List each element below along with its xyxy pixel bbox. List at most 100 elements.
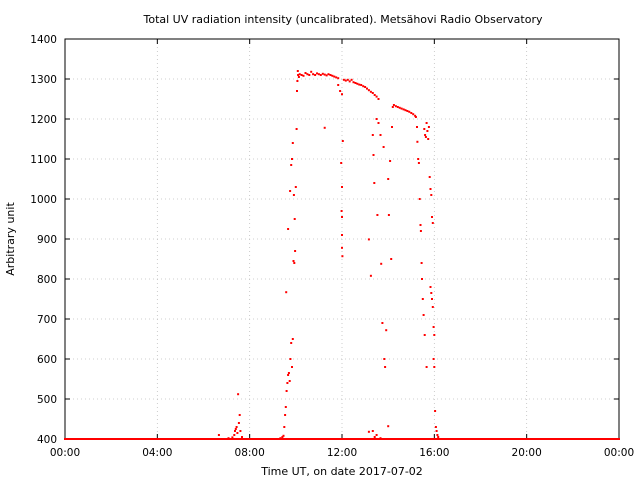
data-point	[236, 432, 239, 434]
data-point	[346, 78, 349, 81]
x-tick-label: 20:00	[512, 447, 542, 459]
data-point	[325, 74, 328, 77]
data-point	[341, 140, 344, 142]
data-point	[286, 382, 289, 384]
data-point	[231, 436, 234, 439]
data-point	[419, 224, 422, 226]
data-point	[344, 79, 347, 82]
data-point	[375, 434, 378, 436]
data-point	[335, 76, 338, 79]
data-point	[389, 160, 392, 162]
data-point	[371, 92, 374, 94]
data-point	[339, 90, 342, 92]
data-point	[398, 106, 401, 109]
data-point	[424, 136, 427, 138]
x-tick-label: 00:00	[50, 447, 80, 459]
data-point	[387, 425, 390, 428]
y-tick-label: 1300	[30, 74, 57, 86]
data-point	[431, 222, 434, 224]
data-point	[381, 322, 384, 324]
data-point	[408, 110, 411, 113]
data-point	[414, 116, 417, 118]
data-point	[342, 78, 345, 81]
data-point	[431, 306, 434, 308]
x-tick-label: 08:00	[235, 447, 265, 459]
data-point	[287, 372, 290, 374]
data-point	[426, 130, 429, 132]
data-point	[423, 128, 426, 130]
data-point	[367, 238, 370, 241]
data-point	[217, 434, 220, 436]
data-point	[390, 258, 393, 260]
data-point	[423, 334, 426, 336]
data-point	[367, 430, 370, 433]
data-point	[360, 84, 363, 86]
data-point	[295, 128, 298, 130]
data-point	[402, 108, 405, 111]
data-point	[434, 410, 437, 412]
data-point	[341, 216, 343, 218]
data-point	[239, 430, 242, 432]
data-point	[364, 86, 367, 88]
data-point	[237, 393, 240, 396]
data-point	[327, 73, 330, 76]
data-point	[404, 109, 407, 112]
axis-ticks: 00:00 04:00 08:00 12:00 16:00 20:00 00:0040050…	[30, 34, 634, 459]
data-point	[366, 87, 368, 90]
data-point	[431, 216, 433, 218]
data-point	[400, 107, 403, 110]
data-point	[296, 80, 299, 82]
data-point	[432, 326, 435, 328]
data-point	[316, 72, 318, 75]
data-point	[418, 198, 421, 200]
y-tick-label: 1000	[30, 194, 57, 206]
data-point	[391, 126, 393, 128]
data-point	[352, 81, 355, 84]
data-point	[387, 214, 390, 216]
data-point	[377, 98, 380, 100]
data-point	[314, 74, 317, 76]
data-point	[430, 194, 433, 196]
data-point	[416, 126, 418, 128]
data-point	[321, 72, 324, 75]
data-point	[421, 278, 423, 280]
data-point	[291, 338, 294, 340]
data-point	[285, 390, 288, 392]
data-point	[433, 334, 436, 336]
data-point	[373, 436, 376, 438]
data-point	[292, 260, 295, 262]
data-point	[289, 358, 292, 360]
data-point	[375, 95, 378, 98]
data-point	[356, 82, 359, 85]
data-point	[237, 422, 240, 424]
data-point	[350, 78, 353, 81]
data-point	[341, 246, 343, 249]
data-point	[294, 250, 297, 252]
data-point	[289, 190, 292, 192]
data-point	[292, 194, 295, 196]
data-point	[435, 430, 438, 432]
data-point	[317, 73, 320, 76]
data-point	[291, 142, 294, 144]
data-point	[285, 291, 288, 294]
data-point	[323, 126, 326, 129]
data-point	[234, 430, 236, 432]
data-point	[340, 162, 343, 164]
data-point	[436, 434, 439, 436]
data-point	[429, 286, 432, 288]
data-point	[417, 162, 420, 164]
data-point	[291, 158, 293, 160]
data-point	[362, 85, 365, 88]
data-point	[291, 366, 293, 368]
data-point	[238, 414, 241, 416]
grid-lines	[65, 39, 619, 439]
data-point	[331, 74, 334, 77]
data-point	[377, 122, 380, 124]
data-point	[281, 436, 284, 438]
data-point	[422, 314, 425, 316]
data-point	[323, 73, 326, 76]
data-point	[394, 105, 397, 108]
data-point	[300, 74, 303, 76]
data-point	[412, 113, 415, 116]
data-point	[341, 255, 344, 258]
